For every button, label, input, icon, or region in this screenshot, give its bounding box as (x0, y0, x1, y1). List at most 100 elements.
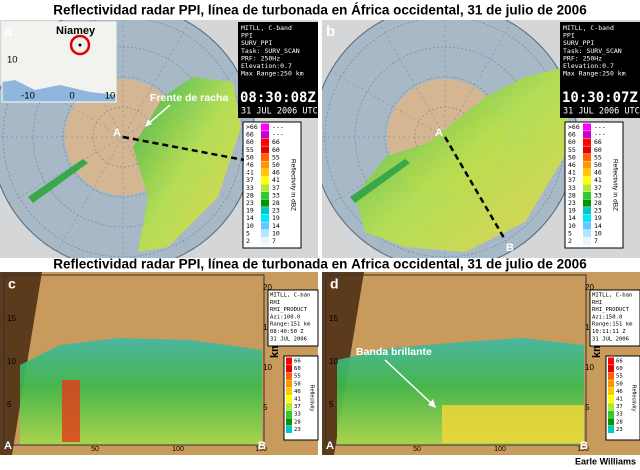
azimuth-line (330, 70, 446, 138)
scale-swatch (608, 403, 614, 411)
scan-date: 31 JUL 2006 UTC (563, 107, 640, 117)
scale-swatch (261, 138, 269, 146)
scale-label: 55 (294, 374, 301, 380)
scale-label: 37 (246, 176, 254, 184)
azimuth-line (8, 70, 124, 138)
scale-label: 23 (616, 427, 623, 433)
info-line: Max Range:250 km (563, 70, 626, 78)
scale-label: 28 (272, 199, 280, 207)
y-tick-label: 15 (329, 314, 338, 323)
y2-tick-label: 10 (585, 363, 594, 372)
scale-label: 41 (568, 169, 576, 177)
scale-swatch (261, 131, 269, 139)
title-top: Reflectividad radar PPI, línea de turbon… (53, 3, 587, 18)
scale-swatch (583, 169, 591, 177)
scale-label: 46 (568, 161, 576, 169)
plot-frame (325, 274, 587, 446)
scale-label: 23 (294, 427, 301, 433)
echo-streak (350, 159, 410, 203)
scale-label: --- (272, 123, 284, 131)
y2-tick-label: 10 (263, 363, 272, 372)
info-box (560, 22, 640, 118)
scale-swatch (261, 199, 269, 207)
scale-title: Reflectivity (631, 384, 637, 411)
scale-swatch (583, 123, 591, 131)
bright-band (442, 405, 584, 443)
scale-label: 66 (616, 359, 623, 365)
annotation: Banda brillante (356, 346, 432, 358)
scale-swatch (608, 357, 614, 365)
point-label: B (506, 242, 514, 254)
end-label: A (4, 440, 12, 452)
scale-swatch (608, 395, 614, 403)
arrow-head (428, 399, 436, 408)
info-line: PPI (563, 32, 575, 40)
scale-label: 23 (568, 199, 576, 207)
point-label: B (244, 164, 252, 176)
scale-label: 55 (246, 146, 254, 154)
scan-time: 10:30:07Z (562, 90, 638, 106)
scale-label: 23 (272, 207, 280, 215)
scale-swatch (286, 387, 292, 396)
info-line: PRF: 250Hz (241, 54, 280, 62)
scale-label: 33 (294, 412, 301, 418)
scale-label: --- (272, 131, 284, 139)
map-inset: Niamey 10 -10 0 10 (1, 21, 117, 103)
scale-title: Reflectivity in dBZ (289, 159, 296, 211)
scale-label: 37 (568, 176, 576, 184)
info-line: MITLL, C-band (563, 24, 614, 32)
scale-swatch (583, 214, 591, 222)
azimuth-line (444, 22, 512, 138)
info-box (238, 22, 318, 118)
title-bottom: Reflectividad radar PPI, línea de turbon… (53, 257, 587, 272)
scale-label: 46 (294, 389, 301, 395)
scale-label: --- (594, 131, 606, 139)
scale-label: 10 (272, 229, 280, 237)
scale-label: 55 (272, 153, 280, 161)
point-label: A (435, 127, 443, 139)
scale-label: 33 (594, 191, 602, 199)
city-dot (78, 43, 82, 47)
y2-tick-label: 5 (263, 403, 268, 412)
panel-label: b (326, 23, 335, 40)
scale-label: 50 (616, 381, 623, 387)
scale-swatch (608, 380, 614, 388)
scale-label: 66 (246, 131, 254, 139)
scale-swatch (583, 222, 591, 230)
echo-core (62, 380, 80, 442)
scale-swatch (286, 372, 292, 380)
scale-label: 60 (272, 146, 280, 154)
lon-label: -10 (21, 91, 35, 102)
scale-swatch (286, 425, 292, 434)
scale-label: 66 (272, 138, 280, 146)
info-line: PRF: 250Hz (563, 54, 602, 62)
x-tick-label: 150 (577, 446, 589, 453)
panel-label: a (4, 23, 13, 40)
scale-swatch (583, 146, 591, 154)
info-line: Azi:100.0 (270, 314, 300, 320)
scale-label: >66 (246, 123, 258, 131)
scale-label: 37 (294, 404, 301, 410)
x-tick-label: 50 (413, 446, 421, 453)
scale-label: 7 (272, 237, 276, 245)
scale-label: 66 (594, 138, 602, 146)
arrow-head (145, 119, 152, 127)
echo-region (20, 338, 262, 445)
scale-label: 66 (568, 131, 576, 139)
scale-label: 66 (294, 359, 301, 365)
scale-swatch (261, 191, 269, 200)
blocked-sector (0, 272, 42, 455)
scale-label: 19 (272, 214, 280, 222)
section-line (122, 135, 245, 162)
scale-label: 28 (294, 419, 301, 425)
y-tick-label: 15 (7, 314, 16, 323)
info-line: RHI (270, 300, 280, 306)
scale-label: 33 (246, 184, 254, 192)
city-marker (69, 34, 91, 56)
annotation-arrow (384, 359, 433, 405)
scale-label: 10 (568, 222, 576, 230)
info-line: Azi:150.0 (592, 314, 622, 320)
info-line: SURV_PPI (241, 39, 272, 47)
scale-swatch (583, 207, 591, 215)
